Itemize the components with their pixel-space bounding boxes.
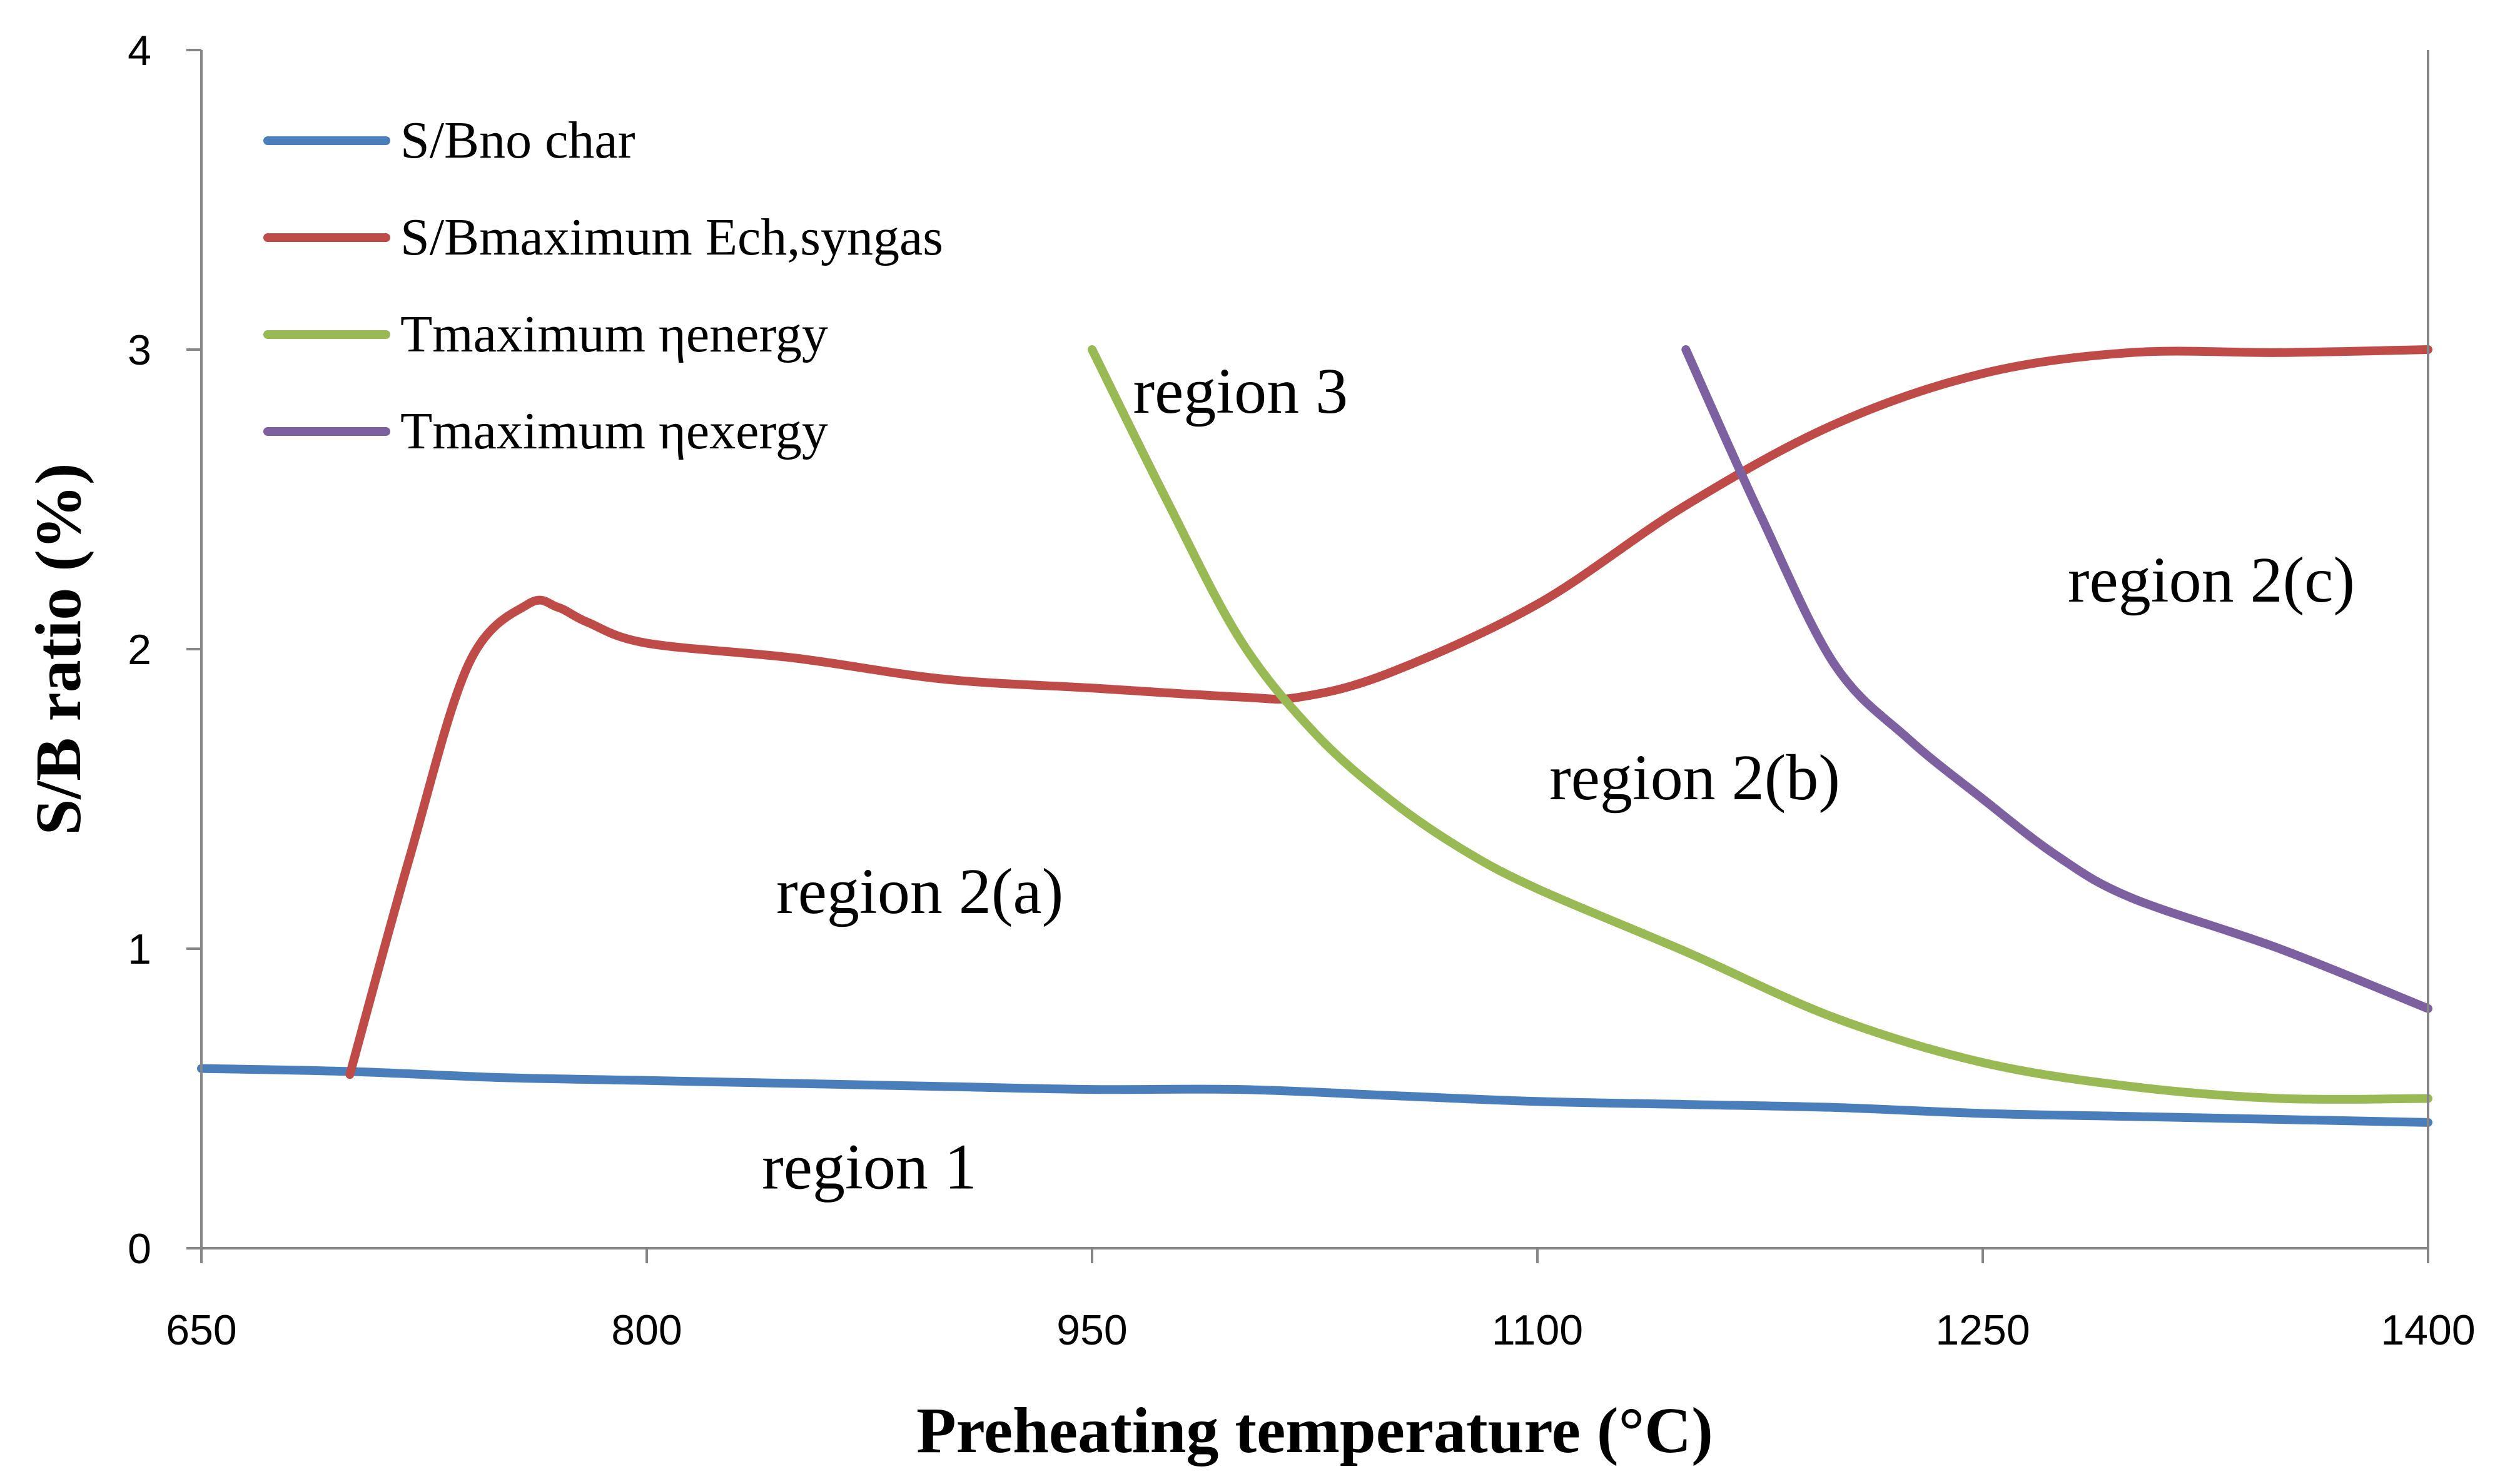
tick-layer: 0 1 2 3 4 650 800 950 1100 1250 1400 xyxy=(128,27,2475,1354)
legend-label-3: Tmaximum ηenergy xyxy=(400,305,828,363)
x-tick-label: 800 xyxy=(611,1306,682,1354)
y-axis-title: S/B ratio (%) xyxy=(23,463,94,835)
annotation-layer: region 1 region 2(a) region 2(b) region 2(c… xyxy=(762,355,2355,1203)
x-tick-label: 1100 xyxy=(1492,1306,1583,1354)
region-label: region 2(a) xyxy=(776,856,1063,927)
y-tick-label: 2 xyxy=(128,626,151,674)
legend-label-1: S/Bno char xyxy=(400,111,635,169)
x-tick-label: 1250 xyxy=(1935,1306,2030,1354)
series-line-1 xyxy=(197,1064,2432,1127)
series-line-4 xyxy=(1681,345,2432,1013)
legend-label-4: Tmaximum ηexergy xyxy=(400,402,828,460)
y-tick-label: 3 xyxy=(128,326,151,374)
x-axis-title: Preheating temperature (°C) xyxy=(916,1395,1713,1466)
x-tick-label: 650 xyxy=(166,1306,236,1354)
series-line-3 xyxy=(1088,345,2432,1104)
region-label: region 1 xyxy=(762,1131,977,1203)
region-label: region 2(b) xyxy=(1549,742,1840,814)
legend: S/Bno char S/Bmaximum Ech,syngas Tmaximum … xyxy=(263,111,943,460)
legend-label-2: S/Bmaximum Ech,syngas xyxy=(400,208,943,266)
x-tick-label: 950 xyxy=(1056,1306,1127,1354)
x-tick-label: 1400 xyxy=(2381,1306,2475,1354)
y-tick-label: 0 xyxy=(128,1225,151,1273)
region-label: region 2(c) xyxy=(2068,544,2355,616)
series-line-2 xyxy=(345,345,2432,1079)
y-tick-label: 1 xyxy=(128,926,151,973)
region-label: region 3 xyxy=(1133,355,1348,427)
series-layer xyxy=(197,345,2432,1127)
y-tick-label: 4 xyxy=(128,27,151,74)
